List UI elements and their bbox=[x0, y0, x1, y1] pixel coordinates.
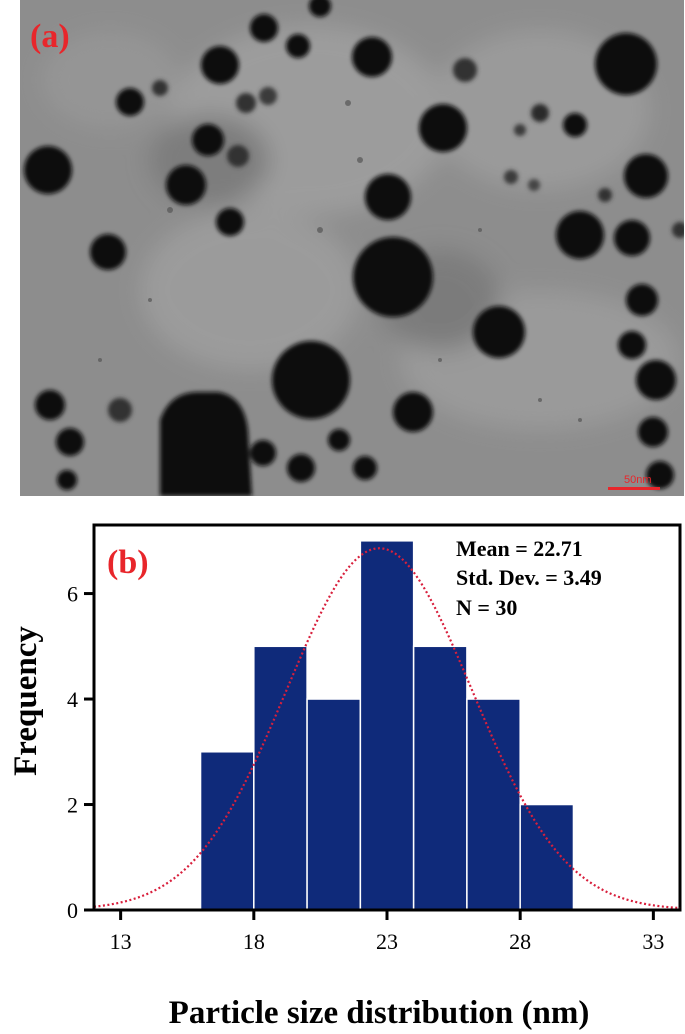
histogram-bar bbox=[253, 645, 308, 911]
histogram-bar bbox=[412, 645, 468, 911]
y-tick-label: 4 bbox=[67, 687, 78, 712]
x-axis-title: Particle size distribution (nm) bbox=[169, 995, 590, 1031]
panel-b-label: (b) bbox=[107, 544, 149, 581]
normal-curve bbox=[93, 547, 681, 910]
scale-bar bbox=[608, 487, 660, 490]
x-tick-label: 13 bbox=[110, 929, 132, 954]
y-tick-label: 6 bbox=[67, 582, 78, 607]
histogram-chart: 13 18 23 28 33 0 2 4 6 (b) Mean = 22.71 Std. Dev… bbox=[8, 523, 682, 1031]
axes: 13 18 23 28 33 0 2 4 6 bbox=[67, 525, 680, 954]
panel-a-label: (a) bbox=[30, 18, 70, 55]
stat-n: N = 30 bbox=[456, 595, 517, 620]
normal-curve-group bbox=[93, 547, 681, 910]
x-tick-label: 18 bbox=[243, 929, 265, 954]
tem-micrograph bbox=[20, 0, 684, 496]
histogram-bar bbox=[306, 698, 362, 911]
histogram-bars bbox=[199, 540, 575, 911]
stat-std-dev: Std. Dev. = 3.49 bbox=[456, 565, 602, 590]
histogram-bar bbox=[519, 803, 575, 911]
y-axis-title: Frequency bbox=[8, 626, 44, 776]
y-tick-label: 2 bbox=[67, 793, 78, 818]
x-tick-label: 28 bbox=[509, 929, 531, 954]
stat-mean: Mean = 22.71 bbox=[456, 536, 583, 561]
histogram-bar bbox=[359, 540, 415, 911]
scale-bar-label: 50nm bbox=[624, 474, 652, 486]
y-tick-label: 0 bbox=[67, 898, 78, 923]
histogram-bar bbox=[466, 698, 521, 911]
x-tick-label: 33 bbox=[642, 929, 664, 954]
x-tick-label: 23 bbox=[376, 929, 398, 954]
histogram-bar bbox=[199, 751, 255, 911]
tem-image bbox=[20, 0, 684, 496]
